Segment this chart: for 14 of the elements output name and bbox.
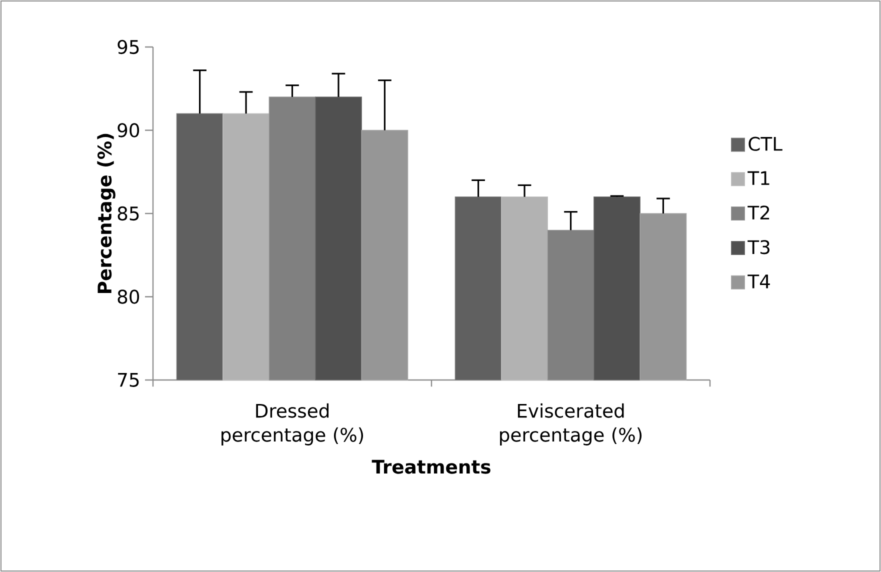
x-tick-label: Dressed percentage (%)	[222, 403, 364, 446]
legend-label: CTL	[748, 136, 782, 151]
legend-label: T2	[748, 206, 770, 220]
y-axis-title: Percentage (%)	[97, 134, 116, 293]
x-axis-title: Treatments	[372, 460, 490, 474]
legend-label: T3	[748, 240, 770, 254]
legend-label: T4	[748, 274, 770, 288]
legend-label: T1	[748, 171, 770, 185]
y-tick-label: 75	[118, 373, 139, 387]
y-tick-label: 95	[118, 40, 139, 54]
y-tick-label: 85	[118, 206, 139, 221]
x-tick-label: Eviscerated percentage (%)	[500, 403, 642, 446]
y-tick-label: 90	[118, 123, 140, 138]
y-tick-label: 80	[118, 290, 140, 304]
